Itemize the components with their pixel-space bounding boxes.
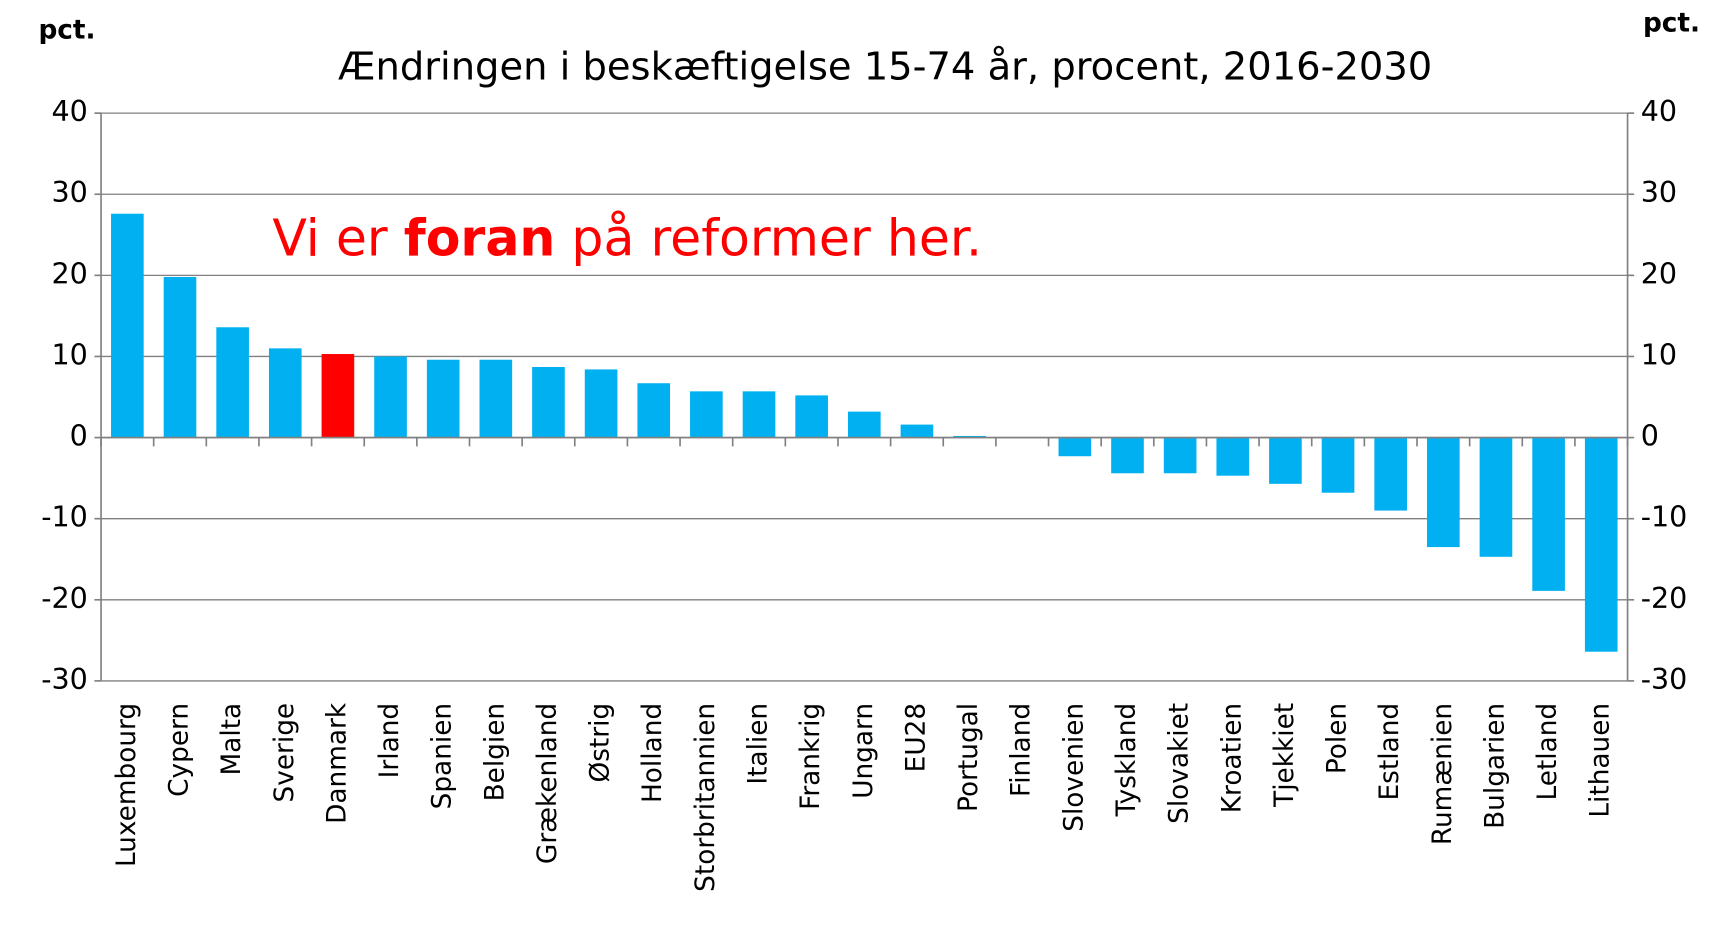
x-tick-label: Kroatien xyxy=(1217,703,1247,813)
x-tick-label: Finland xyxy=(1007,703,1037,797)
bar xyxy=(847,411,881,438)
bar xyxy=(374,356,407,438)
y-tick-label: 20 xyxy=(52,256,88,290)
bar xyxy=(1163,437,1197,474)
annotation: Vi er foran på reformer her. xyxy=(272,208,982,267)
x-tick-label: Holland xyxy=(638,703,668,803)
bar xyxy=(584,369,618,438)
x-tick-label: Tyskland xyxy=(1112,703,1142,817)
x-tick-label: Lithauen xyxy=(1586,703,1616,818)
y-tick-label: 0 xyxy=(70,419,88,453)
bar xyxy=(268,348,302,438)
bar xyxy=(1058,437,1092,457)
x-tick-label: Irland xyxy=(375,703,405,778)
x-tick-label: Slovakiet xyxy=(1165,703,1195,824)
bar xyxy=(1427,437,1460,548)
x-tick-label: Storbritannien xyxy=(691,703,721,892)
x-tick-label: Slovenien xyxy=(1059,703,1089,832)
y2-tick-label: -10 xyxy=(1641,500,1688,534)
y2-tick-label: 30 xyxy=(1641,175,1677,209)
bar xyxy=(111,213,144,438)
x-tick-label: Belgien xyxy=(480,703,510,802)
bar xyxy=(479,359,513,438)
bar xyxy=(1321,437,1355,493)
bar xyxy=(1111,437,1144,474)
y2-tick-label: 10 xyxy=(1641,337,1677,371)
bar xyxy=(900,424,934,438)
x-tick-label: Spanien xyxy=(428,703,458,810)
x-tick-label: Rumænien xyxy=(1428,703,1458,845)
bar xyxy=(1374,437,1407,511)
y-axis-label: pct. xyxy=(38,15,95,45)
y2-tick-label: -30 xyxy=(1641,662,1688,696)
annotation-part: foran xyxy=(404,208,556,267)
y-tick-label: 40 xyxy=(52,94,88,128)
x-tick-label: Sverige xyxy=(270,703,300,803)
y-tick-label: -30 xyxy=(41,662,88,696)
y-tick-label: -20 xyxy=(41,581,88,615)
y2-tick-label: -20 xyxy=(1641,581,1688,615)
bar xyxy=(1584,437,1618,652)
chart-title: Ændringen i beskæftigelse 15-74 år, proc… xyxy=(338,45,1432,90)
bar xyxy=(742,391,776,438)
x-tick-label: Letland xyxy=(1533,703,1563,801)
x-tick-label: Ungarn xyxy=(849,703,879,799)
x-tick-label: Malta xyxy=(217,703,247,776)
bar xyxy=(637,383,671,438)
bar xyxy=(1269,437,1302,484)
bar xyxy=(690,391,723,438)
y2-tick-label: 0 xyxy=(1641,419,1659,453)
bar xyxy=(795,395,828,438)
bar xyxy=(426,359,460,438)
bar xyxy=(216,327,249,438)
y-tick-label: -10 xyxy=(41,500,88,534)
bar xyxy=(532,367,565,438)
x-tick-label: Polen xyxy=(1323,703,1353,774)
x-tick-label: Luxembourg xyxy=(112,703,142,867)
bar xyxy=(1479,437,1513,557)
x-tick-label: Cypern xyxy=(164,703,194,797)
x-tick-label: Frankrig xyxy=(796,703,826,810)
y-tick-label: 30 xyxy=(52,175,88,209)
bar xyxy=(1216,437,1250,476)
bar xyxy=(1532,437,1565,591)
x-tick-label: Grækenland xyxy=(533,703,563,864)
y2-axis-label: pct. xyxy=(1643,9,1700,39)
bar xyxy=(321,354,355,438)
bar xyxy=(163,276,197,438)
x-tick-label: Estland xyxy=(1375,703,1405,801)
y2-tick-label: 20 xyxy=(1641,256,1677,290)
x-tick-label: Danmark xyxy=(322,702,352,824)
y-tick-label: 10 xyxy=(52,337,88,371)
x-tick-label: Tjekkiet xyxy=(1270,703,1300,808)
annotation-part: Vi er xyxy=(272,208,403,267)
annotation-part: på reformer her. xyxy=(555,208,982,267)
y2-tick-label: 40 xyxy=(1641,94,1677,128)
x-tick-label: EU28 xyxy=(901,703,931,772)
x-tick-label: Italien xyxy=(744,703,774,785)
x-tick-label: Østrig xyxy=(586,703,616,783)
x-tick-label: Bulgarien xyxy=(1480,703,1510,829)
x-tick-label: Portugal xyxy=(954,703,984,812)
